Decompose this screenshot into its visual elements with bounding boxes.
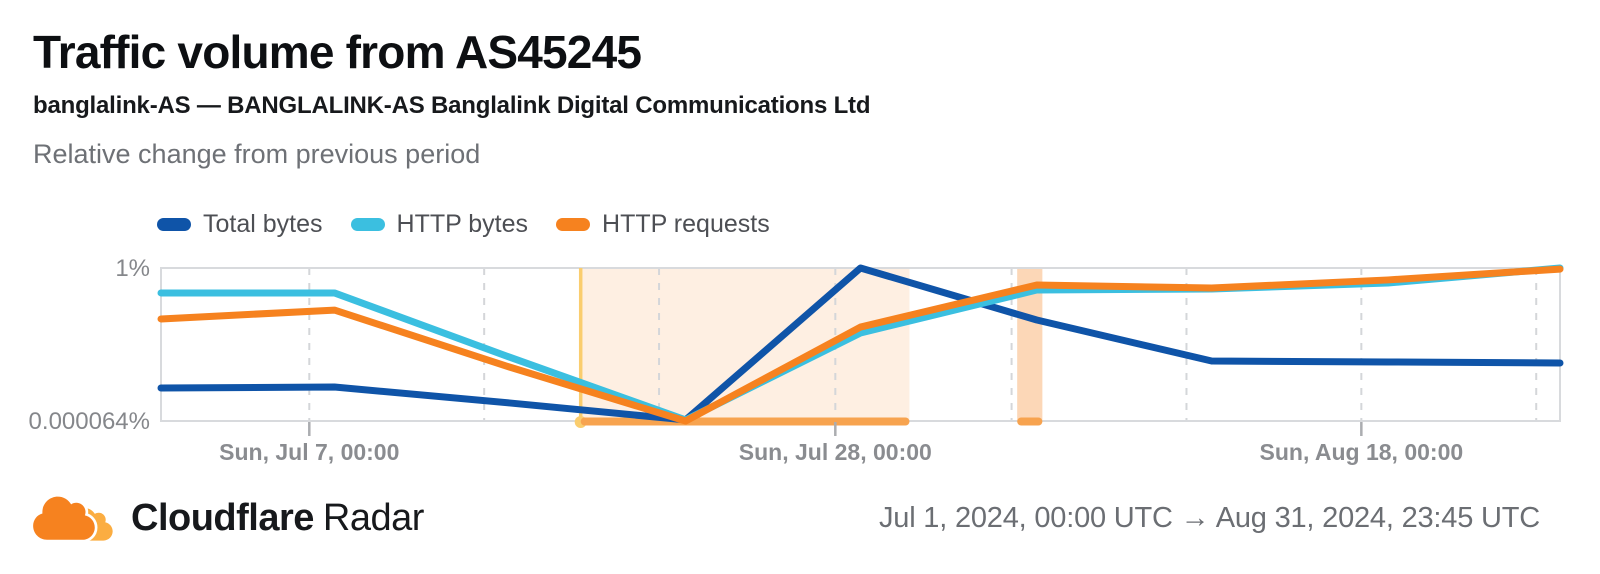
asn-subtitle: banglalink-AS — BANGLALINK-AS Banglalink… — [33, 92, 871, 119]
y-axis-label: 0.000064% — [29, 408, 150, 435]
legend-label: HTTP requests — [602, 210, 770, 238]
anomaly-band — [580, 268, 910, 421]
x-tick-label: Sun, Aug 18, 00:00 — [1260, 439, 1464, 465]
legend-swatch — [350, 217, 385, 231]
anomaly-band-bar — [1017, 417, 1043, 426]
page-title: Traffic volume from AS45245 — [33, 26, 642, 78]
series-line-http-requests — [157, 265, 1564, 425]
chart-description: Relative change from previous period — [33, 139, 481, 169]
x-tick-label: Sun, Jul 28, 00:00 — [739, 439, 932, 465]
cloudflare-radar-brand[interactable]: Cloudflare Radar — [30, 489, 424, 547]
legend-label: Total bytes — [203, 210, 323, 238]
brand-name-radar: Radar — [322, 496, 425, 539]
legend-swatch — [157, 217, 191, 231]
legend-item-total-bytes[interactable]: Total bytes — [157, 207, 323, 241]
chart-legend: Total bytes HTTP bytes HTTP requests — [157, 207, 770, 241]
date-range-label: Jul 1, 2024, 00:00 UTC → Aug 31, 2024, 2… — [878, 501, 1540, 534]
traffic-line-chart[interactable]: Sun, Jul 7, 00:00 Sun, Jul 28, 00:00 Sun, … — [0, 243, 1600, 478]
y-axis-label: 1% — [115, 255, 150, 282]
legend-swatch — [556, 217, 591, 231]
legend-item-http-bytes[interactable]: HTTP bytes — [350, 207, 529, 241]
brand-name-cloudflare: Cloudflare — [131, 496, 314, 539]
anomaly-band-bar — [580, 417, 910, 426]
series-line-total-bytes — [157, 264, 1564, 424]
legend-label: HTTP bytes — [396, 210, 529, 238]
cloudflare-cloud-icon — [30, 493, 113, 543]
footer: Cloudflare Radar Jul 1, 2024, 00:00 UTC →… — [30, 486, 1540, 550]
x-tick-label: Sun, Jul 7, 00:00 — [219, 439, 399, 465]
legend-item-http-requests[interactable]: HTTP requests — [556, 207, 770, 241]
